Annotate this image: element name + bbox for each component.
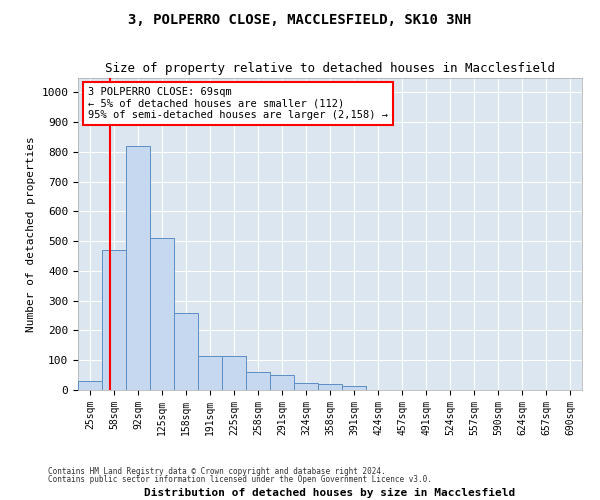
Bar [102, 250, 126, 390]
Bar [318, 384, 342, 390]
Bar [294, 382, 318, 390]
Bar [150, 238, 174, 390]
Text: 3 POLPERRO CLOSE: 69sqm
← 5% of detached houses are smaller (112)
95% of semi-de: 3 POLPERRO CLOSE: 69sqm ← 5% of detached… [88, 87, 388, 120]
Text: 3, POLPERRO CLOSE, MACCLESFIELD, SK10 3NH: 3, POLPERRO CLOSE, MACCLESFIELD, SK10 3N… [128, 12, 472, 26]
Bar [222, 356, 246, 390]
Bar [174, 312, 198, 390]
Bar [270, 375, 294, 390]
Bar [78, 381, 102, 390]
Bar [126, 146, 150, 390]
Text: Distribution of detached houses by size in Macclesfield: Distribution of detached houses by size … [145, 488, 515, 498]
Y-axis label: Number of detached properties: Number of detached properties [26, 136, 36, 332]
Bar [342, 386, 366, 390]
Bar [246, 372, 270, 390]
Text: Contains HM Land Registry data © Crown copyright and database right 2024.: Contains HM Land Registry data © Crown c… [48, 467, 386, 476]
Title: Size of property relative to detached houses in Macclesfield: Size of property relative to detached ho… [105, 62, 555, 75]
Bar [198, 356, 222, 390]
Text: Contains public sector information licensed under the Open Government Licence v3: Contains public sector information licen… [48, 475, 432, 484]
